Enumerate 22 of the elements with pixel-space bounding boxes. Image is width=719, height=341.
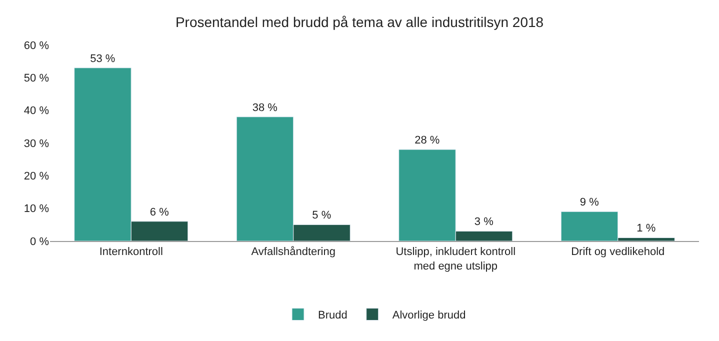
data-label: 9 % [580, 196, 600, 209]
y-tick-label: 40 % [24, 105, 50, 118]
x-tick-label: Avfallshåndtering [251, 246, 336, 258]
data-label: 1 % [636, 222, 656, 235]
data-label: 3 % [474, 216, 494, 228]
y-tick-label: 60 % [24, 40, 50, 52]
data-label: 5 % [312, 210, 332, 222]
data-label: 53 % [90, 52, 116, 65]
x-tick-label: Drift og vedlikehold [571, 246, 665, 258]
x-tick-label: Utslipp, inkludert kontroll med egne utslipp [396, 246, 516, 272]
data-label: 38 % [252, 102, 278, 114]
chart-title: Prosentandel med brudd på tema av alle industritilsyn 2018 [175, 14, 544, 30]
x-tick-label: Internkontroll [99, 246, 163, 258]
y-tick-label: 50 % [24, 72, 50, 85]
data-label: 28 % [414, 134, 440, 147]
y-tick-label: 10 % [24, 203, 50, 216]
y-tick-label: 30 % [24, 138, 50, 150]
legend-label: Brudd [318, 310, 348, 322]
y-tick-label: 20 % [24, 170, 50, 183]
legend-label: Alvorlige brudd [392, 310, 466, 322]
y-tick-label: 0 % [30, 236, 50, 248]
data-label: 6 % [150, 206, 170, 218]
